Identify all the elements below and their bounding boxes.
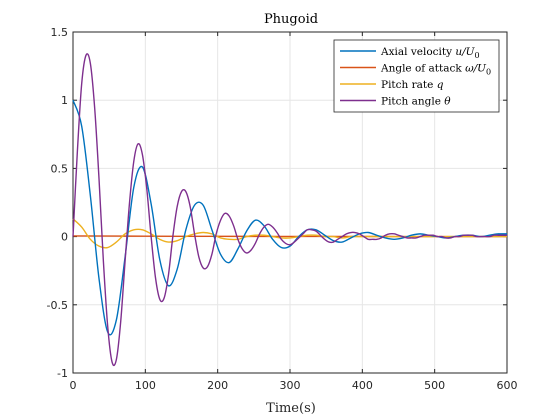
x-tick-label: 400 — [352, 379, 373, 392]
y-tick-label: -1 — [57, 367, 68, 380]
x-tick-label: 100 — [135, 379, 156, 392]
y-tick-label: -0.5 — [47, 299, 68, 312]
x-tick-label: 600 — [497, 379, 518, 392]
chart-title: Phugoid — [264, 12, 318, 27]
y-tick-label: 0.5 — [51, 162, 69, 175]
x-tick-label: 300 — [280, 379, 301, 392]
axes: 0 100 200 300 400 500 600 -1 -0.5 0 0.5 1 1.5 — [47, 26, 518, 392]
legend-label-pitch-angle: Pitch angle θ — [381, 96, 451, 108]
series-group — [72, 53, 508, 367]
x-tick-label: 500 — [424, 379, 445, 392]
y-tick-label: 1.5 — [51, 26, 69, 39]
x-tick-label: 200 — [207, 379, 228, 392]
legend-label-angle-of-attack: Angle of attack ω/U0 — [380, 63, 491, 77]
legend-label-axial-velocity: Axial velocity u/U0 — [380, 46, 480, 60]
y-tick-label: 0 — [61, 231, 68, 244]
series-line-pitch-angle — [72, 53, 507, 367]
x-axis-label: Time(s) — [266, 401, 316, 416]
legend: Axial velocity u/U0 Angle of attack ω/U0 P… — [333, 39, 500, 113]
legend-label-pitch-rate: Pitch rate q — [381, 79, 444, 91]
x-tick-label: 0 — [70, 379, 77, 392]
y-tick-label: 1 — [61, 94, 68, 107]
